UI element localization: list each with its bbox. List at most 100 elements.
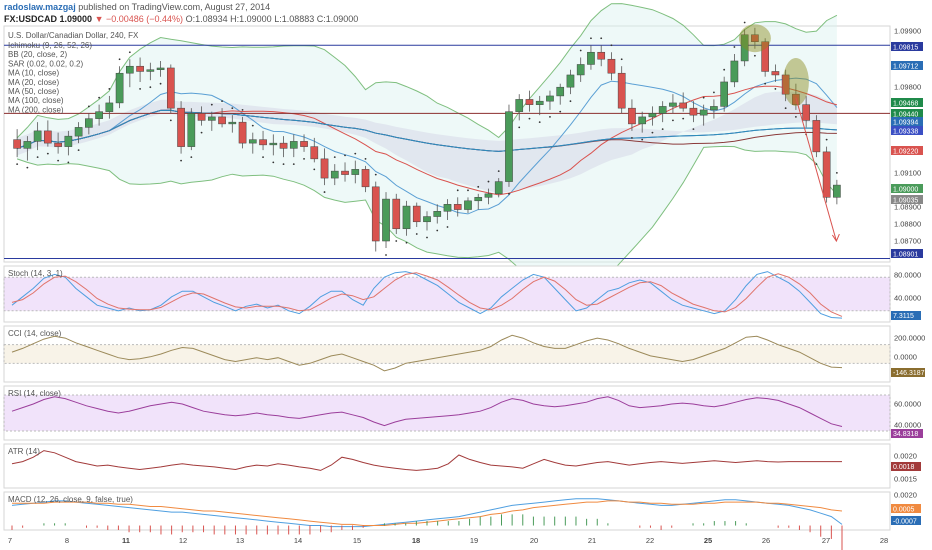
candle[interactable] — [361, 165, 370, 193]
candle[interactable] — [833, 179, 841, 205]
sar-dot — [303, 157, 305, 160]
candle[interactable] — [648, 106, 657, 126]
sar-dot — [456, 189, 459, 192]
candle[interactable] — [689, 101, 698, 123]
candle-body — [515, 99, 524, 112]
candle[interactable] — [85, 113, 93, 135]
candle[interactable] — [710, 99, 718, 119]
candle[interactable] — [484, 188, 493, 205]
candle[interactable] — [156, 60, 165, 77]
candle[interactable] — [330, 164, 339, 186]
candle[interactable] — [812, 115, 821, 158]
candle[interactable] — [74, 122, 83, 144]
author-link[interactable]: radoslaw.mazgaj — [4, 2, 76, 12]
candle[interactable] — [54, 132, 62, 154]
candle[interactable] — [402, 200, 411, 236]
candle[interactable] — [628, 99, 636, 131]
candle[interactable] — [556, 83, 565, 105]
candle[interactable] — [289, 134, 298, 158]
candle[interactable] — [740, 29, 749, 67]
candle[interactable] — [566, 69, 575, 95]
time-axis: 7 8 11 12 13 14 15 18 19 20 21 22 25 26 27 28 — [8, 536, 888, 545]
candle[interactable] — [546, 90, 554, 110]
candle[interactable] — [64, 130, 73, 156]
candle[interactable] — [607, 52, 616, 81]
candle[interactable] — [576, 57, 585, 82]
candle-body — [566, 74, 575, 88]
candle[interactable] — [105, 95, 114, 119]
candle[interactable] — [207, 111, 216, 131]
candle[interactable] — [720, 76, 728, 112]
time-axis-label: 25 — [704, 536, 712, 545]
candle[interactable] — [822, 146, 831, 203]
candle[interactable] — [351, 160, 360, 184]
candle[interactable] — [146, 62, 155, 81]
candle[interactable] — [13, 129, 21, 158]
candle[interactable] — [464, 197, 472, 214]
candle[interactable] — [699, 104, 708, 126]
candle[interactable] — [382, 192, 390, 249]
candle[interactable] — [802, 95, 810, 128]
candle[interactable] — [679, 92, 688, 112]
candle[interactable] — [23, 136, 32, 161]
candle-body — [177, 107, 185, 147]
candle[interactable] — [669, 94, 677, 114]
candle[interactable] — [197, 106, 206, 126]
sar-dot — [641, 138, 644, 141]
candle[interactable] — [638, 111, 647, 133]
sar-dot — [241, 109, 244, 111]
candle[interactable] — [320, 148, 329, 186]
candle[interactable] — [494, 178, 503, 198]
candle[interactable] — [259, 130, 267, 151]
candle[interactable] — [781, 69, 790, 102]
cci-pane-band — [3, 344, 891, 364]
candle[interactable] — [751, 27, 759, 49]
price-tag: 1.09000 — [891, 184, 923, 194]
candle[interactable] — [228, 115, 237, 133]
candle[interactable] — [535, 95, 544, 116]
candle-body — [833, 184, 841, 198]
sar-dot — [282, 163, 285, 166]
candle[interactable] — [515, 94, 524, 121]
candle[interactable] — [453, 197, 462, 217]
candle[interactable] — [166, 64, 175, 114]
candle[interactable] — [126, 59, 134, 88]
candle[interactable] — [597, 45, 606, 67]
candle[interactable] — [95, 104, 103, 126]
candle[interactable] — [392, 193, 401, 235]
candle[interactable] — [412, 202, 421, 228]
candle[interactable] — [310, 137, 319, 163]
candle[interactable] — [218, 108, 226, 128]
candle[interactable] — [341, 162, 349, 182]
candle[interactable] — [187, 108, 196, 151]
macd-pane-axis-label: 0.0020 — [894, 491, 917, 500]
candle[interactable] — [269, 134, 278, 156]
candle[interactable] — [617, 66, 626, 114]
candle[interactable] — [423, 211, 431, 231]
candle[interactable] — [433, 204, 442, 224]
time-axis-label: 22 — [646, 536, 654, 545]
candle[interactable] — [238, 116, 247, 149]
sar-dot — [528, 117, 531, 120]
candle[interactable] — [761, 38, 769, 77]
candle[interactable] — [136, 57, 144, 82]
candle[interactable] — [525, 90, 534, 112]
candle[interactable] — [33, 122, 42, 151]
candle[interactable] — [443, 199, 452, 221]
candle[interactable] — [771, 64, 780, 82]
candle[interactable] — [587, 45, 595, 70]
candle[interactable] — [730, 53, 739, 88]
candle[interactable] — [658, 101, 667, 123]
candle[interactable] — [177, 101, 185, 154]
candle[interactable] — [115, 66, 124, 109]
candle[interactable] — [279, 136, 288, 158]
time-axis-label: 12 — [179, 536, 187, 545]
candle[interactable] — [300, 134, 308, 152]
candle[interactable] — [474, 193, 483, 210]
candle-body — [648, 113, 657, 118]
candle[interactable] — [371, 181, 380, 252]
candle[interactable] — [505, 104, 513, 187]
candle[interactable] — [44, 120, 52, 147]
candle[interactable] — [248, 132, 257, 154]
